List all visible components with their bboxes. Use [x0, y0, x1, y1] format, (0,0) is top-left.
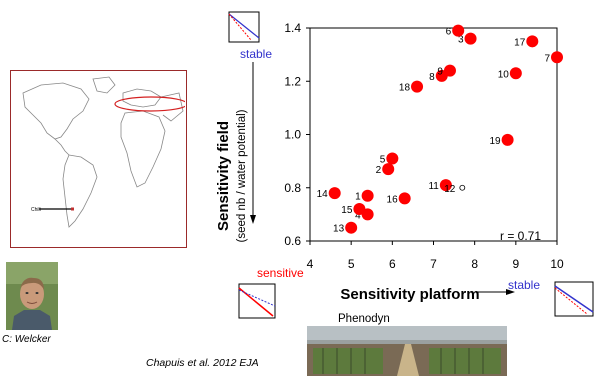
data-point — [382, 163, 395, 176]
sensitive-label: sensitive — [257, 266, 304, 280]
data-point — [501, 133, 514, 146]
data-point — [509, 67, 522, 80]
data-point — [328, 187, 341, 200]
photo-credit: C: Welcker — [2, 334, 51, 345]
x-tick-label: 8 — [471, 257, 478, 271]
map-marker-label: Chili — [31, 207, 41, 213]
data-point-label: 3 — [458, 35, 464, 46]
phenodyn-label: Phenodyn — [338, 313, 390, 325]
data-point — [459, 184, 466, 191]
europe-highlight — [114, 96, 188, 112]
stable-label-top: stable — [240, 47, 272, 61]
world-map-drawing: Chili — [22, 76, 188, 228]
y-tick-label: 1.2 — [284, 74, 301, 88]
x-axis-label: Sensitivity platform — [340, 286, 479, 303]
data-point-label: 1 — [355, 192, 361, 203]
x-tick-label: 5 — [348, 257, 355, 271]
x-tick-label: 4 — [307, 257, 314, 271]
data-point-label: 2 — [376, 165, 382, 176]
x-tick-label: 7 — [430, 257, 437, 271]
data-point-label: 4 — [355, 210, 361, 221]
data-point-label: 13 — [333, 224, 345, 235]
data-point-label: 8 — [429, 72, 435, 83]
data-point — [551, 51, 563, 64]
stable-trend-icon-right — [554, 281, 594, 317]
y-tick-label: 0.6 — [284, 234, 301, 248]
data-point — [464, 32, 477, 45]
data-point — [398, 192, 411, 205]
x-tick-label: 9 — [512, 257, 519, 271]
data-point-label: 6 — [446, 27, 452, 38]
y-axis-label: Sensitivity field — [215, 121, 232, 231]
y-tick-label: 0.8 — [284, 181, 301, 195]
data-point-label: 11 — [428, 181, 439, 192]
data-point — [526, 35, 539, 48]
data-point — [386, 152, 399, 165]
x-tick-label: 6 — [389, 257, 396, 271]
correlation-annotation: r = 0.71 — [500, 229, 541, 243]
data-point-label: 16 — [387, 194, 399, 205]
sensitive-trend-icon — [238, 283, 276, 319]
x-tick-label: 10 — [550, 257, 564, 271]
portrait-photo — [6, 262, 58, 330]
data-point-label: 5 — [380, 154, 386, 165]
data-point-label: 14 — [317, 189, 329, 200]
data-point — [439, 179, 452, 192]
data-point-label: 12 — [444, 184, 456, 195]
data-point-label: 18 — [399, 83, 411, 94]
world-map: Chili — [10, 70, 188, 248]
citation: Chapuis et al. 2012 EJA — [146, 357, 259, 369]
data-point-label: 7 — [544, 53, 550, 64]
data-point — [361, 189, 374, 202]
stable-label-right: stable — [508, 278, 540, 292]
y-tick-label: 1.0 — [284, 128, 301, 142]
data-point — [411, 80, 424, 93]
data-point — [345, 221, 358, 234]
data-point — [353, 203, 366, 216]
data-point-label: 10 — [498, 69, 510, 80]
data-point-label: 17 — [514, 37, 526, 48]
y-axis-sublabel: (seed nb / water potential) — [236, 109, 248, 242]
data-point-label: 9 — [437, 67, 443, 78]
y-tick-label: 1.4 — [284, 21, 301, 35]
data-point — [443, 64, 456, 77]
stable-trend-icon-top — [228, 11, 260, 43]
data-point-label: 19 — [489, 136, 501, 147]
data-point-label: 15 — [341, 205, 353, 216]
data-point — [452, 24, 465, 37]
greenhouse-photo — [307, 326, 507, 376]
